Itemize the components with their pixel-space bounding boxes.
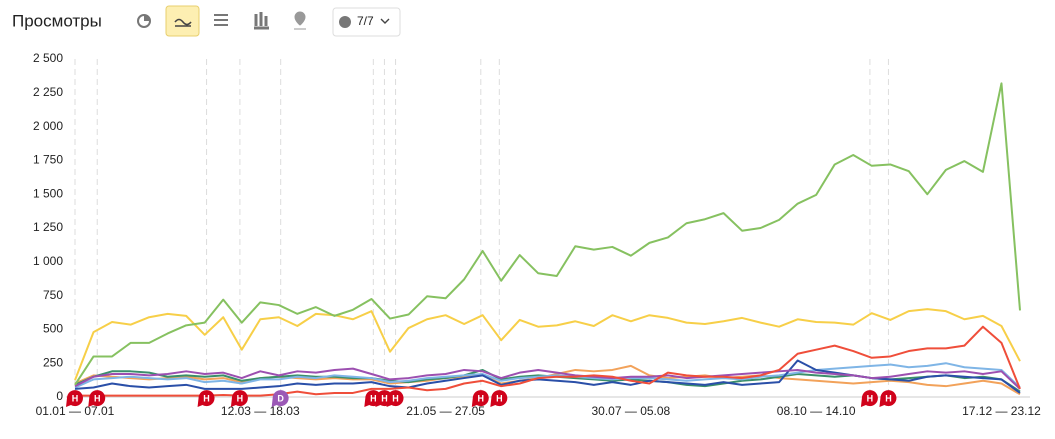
series-line — [74, 82, 1021, 386]
event-bubble — [271, 390, 289, 407]
x-tick-label: 21.05 — 27.05 — [406, 404, 485, 418]
y-tick-label: 2 500 — [33, 51, 63, 65]
y-tick-label: 2 250 — [33, 85, 63, 99]
event-bubble — [230, 390, 248, 407]
pie-button[interactable] — [137, 14, 151, 28]
chevron — [380, 18, 390, 24]
y-tick-label: 2 000 — [33, 119, 63, 133]
event-label: Н — [867, 393, 874, 403]
event-bubble — [66, 390, 83, 407]
series-line — [74, 308, 1021, 381]
event-marker[interactable]: Н — [88, 390, 106, 407]
event-bubble — [490, 390, 508, 407]
y-tick-label: 0 — [56, 389, 63, 403]
event-marker[interactable]: Н — [490, 390, 508, 407]
area-button[interactable] — [214, 14, 228, 26]
event-label: Н — [381, 393, 388, 403]
event-marker[interactable]: Н — [197, 390, 215, 407]
event-label: Н — [496, 393, 503, 403]
y-tick-label: 1 000 — [33, 254, 63, 268]
line-icon — [174, 18, 192, 27]
y-tick-label: 500 — [43, 322, 63, 336]
event-marker[interactable]: Н — [879, 390, 897, 407]
toolbar: 7/7 — [137, 5, 401, 37]
x-tick-label: 08.10 — 14.10 — [777, 404, 856, 418]
event-marker[interactable]: Н — [860, 390, 878, 407]
x-tick-label: 12.03 — 18.03 — [221, 404, 300, 418]
event-label: Н — [370, 393, 377, 403]
event-bubble — [88, 390, 106, 407]
series-line — [74, 367, 1021, 390]
event-bubble — [860, 390, 878, 407]
event-label: Н — [72, 393, 79, 403]
event-marker[interactable]: D — [271, 390, 289, 407]
x-tick-label: 01.01 — 07.01 — [36, 404, 115, 418]
event-marker[interactable]: Н — [386, 390, 404, 407]
series-line — [74, 362, 1021, 389]
event-label: Н — [237, 393, 244, 403]
y-tick-label: 1 250 — [33, 220, 63, 234]
event-bubble — [386, 390, 404, 407]
y-tick-label: 250 — [43, 355, 63, 369]
event-bubble — [471, 390, 489, 407]
event-label: Н — [885, 393, 892, 403]
y-tick-label: 1 750 — [33, 153, 63, 167]
event-label: D — [277, 393, 284, 403]
event-label: Н — [478, 393, 485, 403]
event-bubble — [197, 390, 215, 407]
title: Просмотры — [12, 11, 102, 30]
x-tick-label: 30.07 — 05.08 — [592, 404, 671, 418]
event-bubble — [879, 390, 897, 407]
event-marker[interactable]: Н — [471, 390, 489, 407]
filter-count: 7/7 — [357, 14, 374, 28]
y-tick-label: 750 — [43, 288, 63, 302]
y-tick-label: 1 500 — [33, 186, 63, 200]
map-button[interactable] — [294, 11, 306, 30]
comment-icon — [339, 16, 351, 28]
event-label: Н — [392, 393, 399, 403]
event-label: Н — [203, 393, 210, 403]
x-tick-label: 17.12 — 23.12 — [962, 404, 1041, 418]
event-marker[interactable]: Н — [66, 390, 83, 407]
filter-button[interactable] — [332, 7, 401, 37]
event-marker[interactable]: Н — [230, 390, 248, 407]
event-label: Н — [94, 393, 101, 403]
bar-button[interactable] — [254, 12, 269, 30]
series-line — [75, 325, 1021, 397]
